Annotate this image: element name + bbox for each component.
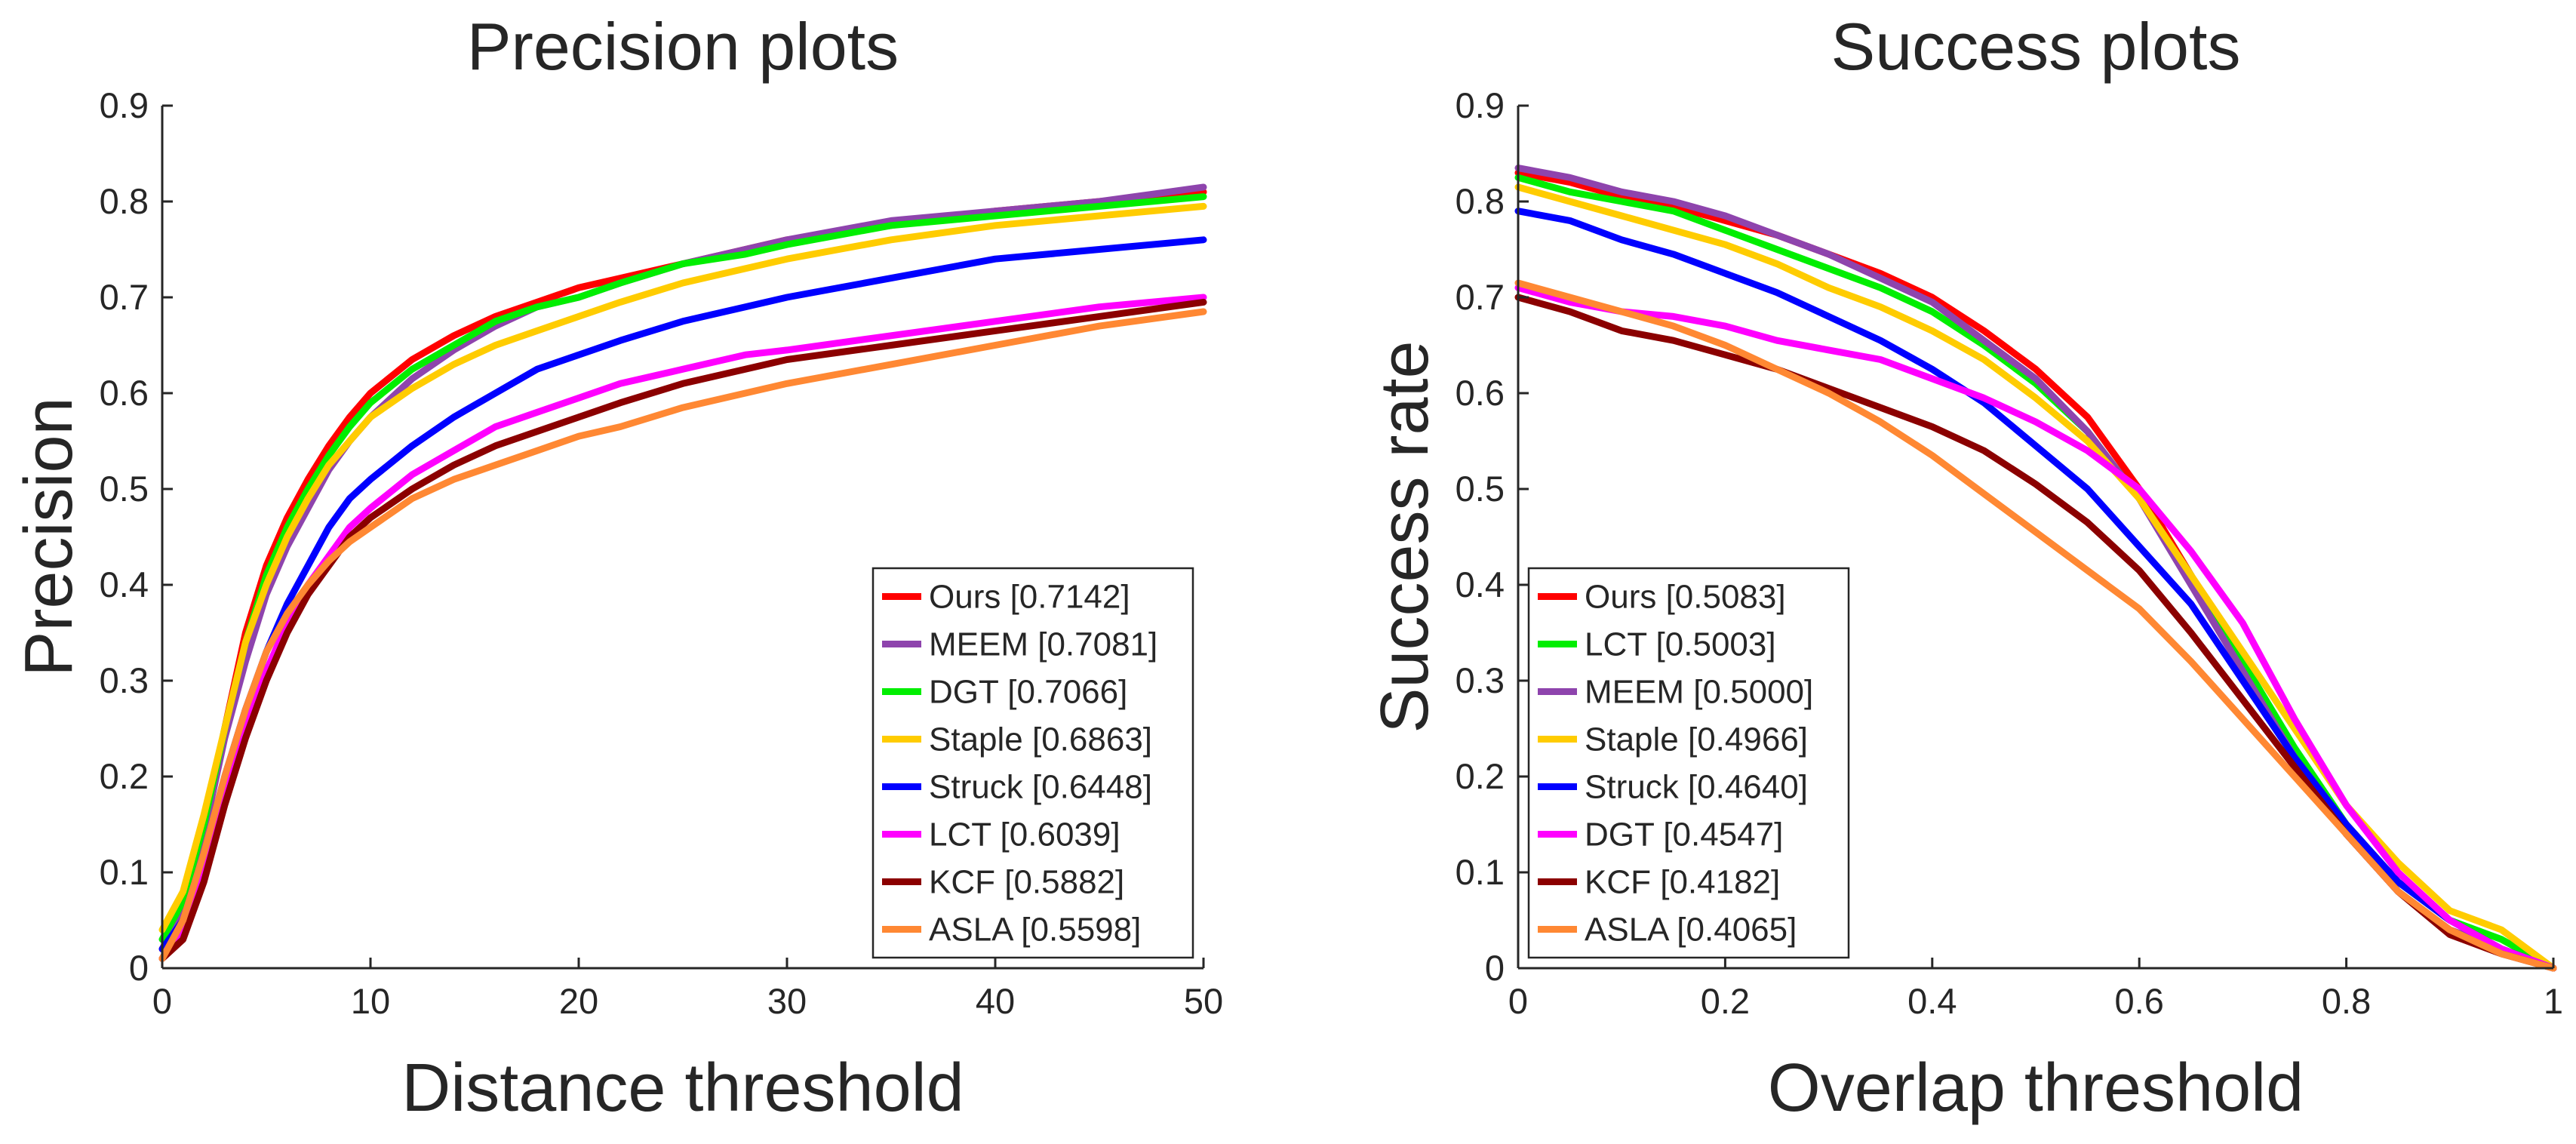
y-tick-label: 0.9 [1456,85,1505,125]
legend-box [1527,567,1850,959]
x-tick-label: 0.2 [1701,981,1750,1021]
legend-label-asla: ASLA [0.5598] [929,912,1141,949]
legend-label-dgt: DGT [0.4547] [1585,816,1783,853]
y-tick-label: 0.5 [100,469,149,509]
series-line-staple [158,202,1207,933]
legend-box [871,567,1194,959]
y-tick-label: 0.3 [100,660,149,700]
y-tick-label: 0 [1485,948,1505,988]
series-line-kcf [158,298,1207,962]
x-tick-label: 0 [1508,981,1528,1021]
chart-title: Success plots [1831,9,2241,84]
legend: Ours [0.7142] MEEM [0.7081] DGT [0.7066] St… [871,567,1194,959]
y-tick-label: 0.8 [100,181,149,221]
y-tick-label: 0.1 [100,852,149,892]
x-tick-label: 0.8 [2322,981,2371,1021]
series-line-dgt [1514,284,2557,972]
y-tick-label: 0.9 [100,85,149,125]
series-line-meem [158,183,1207,953]
y-tick-label: 0.3 [1456,660,1505,700]
x-tick-label: 10 [351,981,390,1021]
y-tick-label: 0.2 [100,756,149,796]
series-line-struck [1514,208,2557,972]
series-line-asla [158,308,1207,962]
legend-label-lct: LCT [0.5003] [1585,626,1776,663]
y-tick-label: 0.1 [1456,852,1505,892]
y-tick-label: 0.2 [1456,756,1505,796]
legend-label-kcf: KCF [0.5882] [929,864,1124,901]
x-tick-label: 30 [767,981,807,1021]
legend-label-staple: Staple [0.4966] [1585,721,1808,758]
y-tick-label: 0.7 [100,277,149,317]
y-tick-label: 0.4 [1456,564,1505,604]
chart-title: Precision plots [467,9,899,84]
y-tick-label: 0 [129,948,149,988]
x-tick-label: 0 [152,981,172,1021]
legend-label-struck: Struck [0.4640] [1585,769,1808,806]
y-tick-label: 0.6 [1456,373,1505,413]
x-axis-label: Distance threshold [401,1050,964,1126]
legend-label-staple: Staple [0.6863] [929,721,1152,758]
x-axis-label: Overlap threshold [1768,1050,2304,1126]
success-plot: Success plots 0 0.2 0.4 0.6 0.8 1 0 0.1 0.2 0.3 0.4… [1367,9,2563,1126]
legend-label-meem: MEEM [0.7081] [929,626,1157,663]
x-tick-label: 20 [559,981,598,1021]
y-tick-label: 0.5 [1456,469,1505,509]
legend-label-asla: ASLA [0.4065] [1585,912,1797,949]
y-tick-label: 0.6 [100,373,149,413]
series-line-staple [1514,183,2557,972]
legend-label-lct: LCT [0.6039] [929,816,1120,853]
precision-plot: Precision plots 0 10 20 30 40 50 0 0.1 0.2 0.3 0.4 0… [11,9,1223,1126]
y-tick-label: 0.4 [100,564,149,604]
series-line-asla [1514,279,2557,972]
x-tick-label: 0.6 [2115,981,2164,1021]
legend-label-struck: Struck [0.6448] [929,769,1152,806]
legend: Ours [0.5083] LCT [0.5003] MEEM [0.5000] St… [1527,567,1850,959]
legend-label-kcf: KCF [0.4182] [1585,864,1780,901]
y-axis-label: Precision [11,397,87,676]
legend-label-dgt: DGT [0.7066] [929,674,1127,711]
x-tick-label: 1 [2544,981,2563,1021]
legend-label-meem: MEEM [0.5000] [1585,674,1813,711]
legend-label-ours: Ours [0.7142] [929,579,1130,616]
x-tick-label: 40 [976,981,1015,1021]
y-axis-label: Success rate [1367,340,1443,733]
legend-label-ours: Ours [0.5083] [1585,579,1786,616]
x-tick-label: 0.4 [1907,981,1957,1021]
y-tick-label: 0.8 [1456,181,1505,221]
x-tick-label: 50 [1184,981,1223,1021]
y-tick-label: 0.7 [1456,277,1505,317]
